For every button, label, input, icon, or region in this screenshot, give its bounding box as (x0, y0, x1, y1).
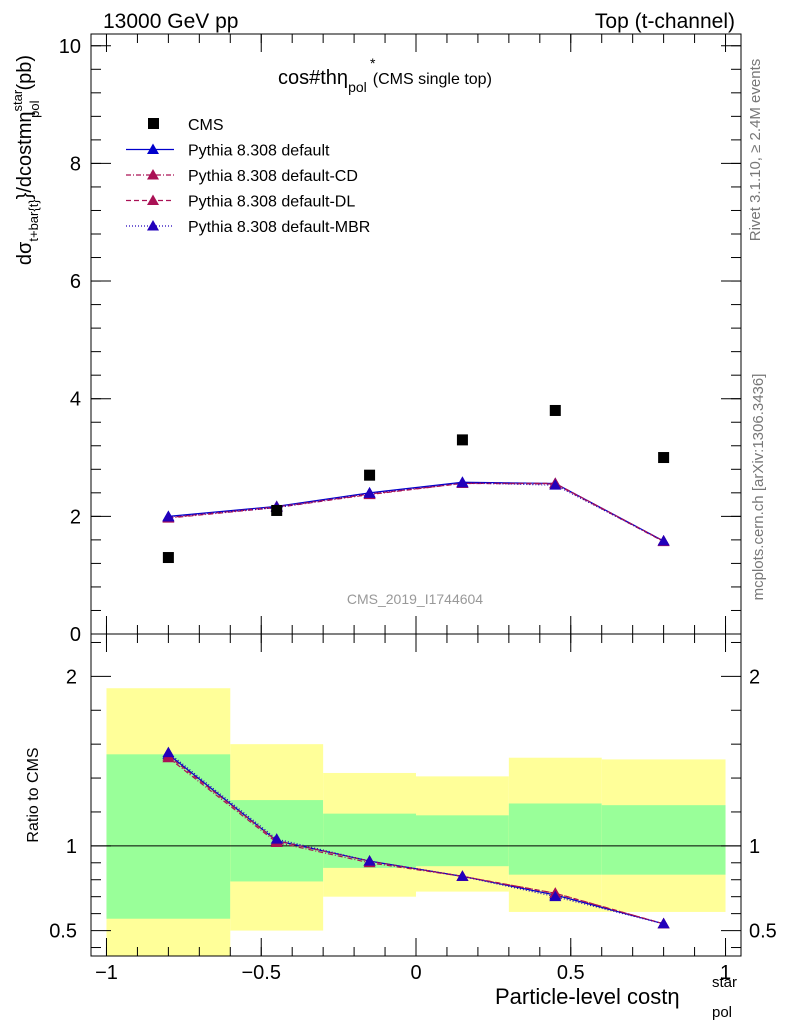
top-point-series-3 (162, 510, 175, 522)
data-point-cms (658, 452, 670, 464)
ratio-line-series-3 (168, 752, 664, 925)
legend-marker-3 (147, 220, 159, 231)
ratio-band-green-5 (601, 805, 726, 875)
top-line-series-3 (168, 482, 664, 542)
top-ytick-label: 2 (70, 506, 81, 528)
mcplots-label: mcplots.cern.ch [arXiv:1306.3436] (750, 374, 767, 601)
top-point-series-3 (657, 535, 670, 546)
header-left: 13000 GeV pp (103, 10, 238, 33)
legend-marker-1 (147, 169, 159, 180)
plot-title: cos#thηpol (CMS single top) (278, 67, 492, 95)
legend-marker-0 (147, 143, 159, 154)
top-line-series-2 (168, 482, 664, 542)
top-ytick-label: 6 (70, 271, 81, 293)
top-point-series-3 (549, 479, 562, 490)
ratio-xtick-label: −1 (95, 962, 118, 984)
header-right: Top (t-channel) (595, 10, 735, 33)
ratio-ytick-label-right: 1 (749, 836, 760, 858)
xlabel: Particle-level costη star pol (495, 974, 737, 1021)
data-point-cms (271, 504, 283, 516)
ratio-point-series-3 (456, 870, 469, 881)
ratio-ytick-label-left: 1 (66, 836, 77, 858)
top-markers (162, 404, 670, 564)
ratio-ytick-label-left: 0.5 (49, 921, 77, 943)
top-ylabel: dσt+bar{t}}/dcostmηstar pol(pb) (10, 55, 42, 265)
legend-label-2: Pythia 8.308 default-DL (188, 194, 355, 211)
ratio-point-series-3 (270, 833, 283, 844)
ratio-bands (106, 688, 726, 956)
legend-marker-cms (148, 118, 159, 129)
top-model-lines (168, 481, 664, 543)
top-line-series-0 (168, 481, 664, 542)
top-ytick-label: 0 (70, 624, 81, 646)
ratio-point-series-3 (657, 917, 670, 929)
data-point-cms (549, 404, 561, 416)
ratio-line-series-1 (168, 757, 664, 925)
legend-label-3: Pythia 8.308 default-MBR (188, 219, 370, 236)
svg-text:Particle-level costη: Particle-level costη (495, 984, 680, 1009)
data-point-cms (456, 434, 468, 446)
ratio-band-green-3 (416, 815, 509, 867)
rivet-label: Rivet 3.1.10, ≥ 2.4M events (747, 59, 764, 242)
ratio-xtick-label: 1 (720, 962, 731, 984)
legend-label-1: Pythia 8.308 default-CD (188, 168, 358, 185)
ratio-ylabel: Ratio to CMS (25, 747, 42, 842)
ratio-xtick-label: 0 (410, 962, 421, 984)
ratio-xtick-label: −0.5 (241, 962, 280, 984)
svg-text:star: star (712, 974, 737, 991)
data-point-cms (162, 552, 174, 564)
legend: CMS Pythia 8.308 default Pythia 8.308 defa… (126, 117, 370, 236)
legend-label-cms: CMS (188, 117, 224, 134)
ratio-point-series-3 (162, 746, 175, 758)
ratio-point-series-3 (363, 855, 376, 866)
watermark: CMS_2019_I1744604 (347, 591, 483, 607)
legend-marker-2 (147, 194, 159, 205)
ratio-ytick-label-right: 0.5 (749, 921, 777, 943)
bottom-axes: 0.5 0.5 1 1 2 2 −1 −0.5 0 0.5 1 (49, 633, 777, 984)
ratio-band-green-0 (106, 754, 231, 919)
data-point-cms (364, 469, 376, 481)
ratio-band-green-4 (508, 803, 602, 875)
svg-text:pol: pol (712, 1004, 732, 1021)
ratio-point-series-3 (549, 890, 562, 902)
ratio-model-lines (162, 746, 670, 929)
top-point-series-3 (456, 476, 469, 488)
top-point-series-3 (363, 487, 376, 498)
top-ytick-label: 8 (70, 153, 81, 175)
ratio-xtick-label: 0.5 (557, 962, 585, 984)
ratio-ytick-label-left: 2 (66, 666, 77, 688)
ratio-ytick-label-right: 2 (749, 666, 760, 688)
ratio-line-series-2 (168, 755, 664, 925)
top-line-series-1 (168, 482, 664, 543)
plot-title-sup: * (370, 55, 376, 71)
top-ytick-label: 10 (59, 36, 81, 58)
top-axes: 0 2 4 6 8 10 (59, 33, 742, 646)
legend-label-0: Pythia 8.308 default (188, 143, 330, 160)
top-ytick-label: 4 (70, 389, 81, 411)
